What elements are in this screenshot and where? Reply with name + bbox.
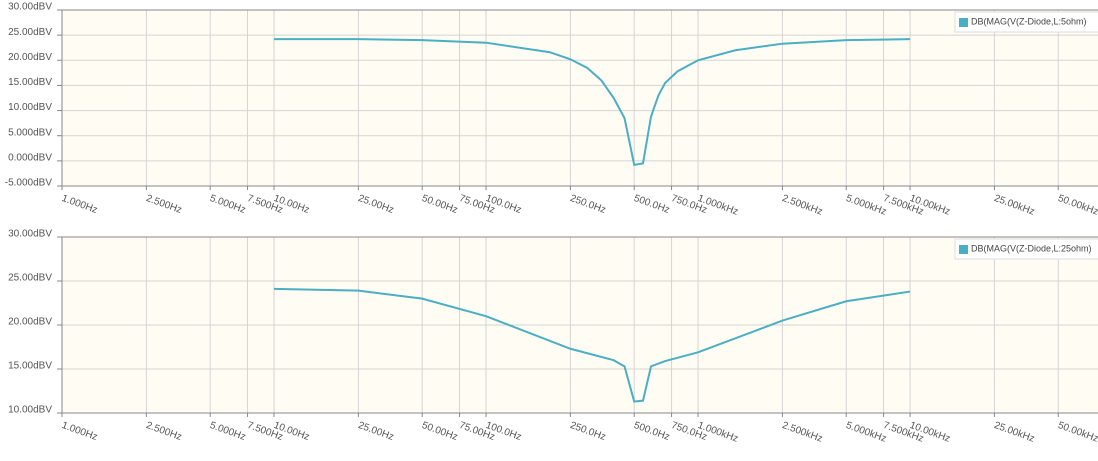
x-tick-label: 250.0Hz xyxy=(568,420,607,443)
y-tick-label: 20.00dBV xyxy=(8,317,52,328)
x-tick-label: 50.00Hz xyxy=(420,420,459,443)
panel: 30.00dBV 25.00dBV 20.00dBV 15.00dBV 10.00dBV… xyxy=(5,2,1098,218)
x-tick-label: 25.00Hz xyxy=(356,420,395,443)
y-tick-label: 30.00dBV xyxy=(8,229,52,240)
x-tick-label: 250.0Hz xyxy=(568,193,607,216)
series-line xyxy=(274,38,911,167)
y-tick-label: -5.000dBV xyxy=(5,178,53,189)
legend-text: DB(MAG(V(Z-Diode,L:25ohm) xyxy=(971,243,1092,253)
x-tick-label: 500.0Hz xyxy=(632,420,671,443)
x-tick-label: 1.000Hz xyxy=(60,420,99,443)
x-tick-label: 2.500Hz xyxy=(144,420,183,443)
x-tick-label: 2.500kHz xyxy=(780,420,823,445)
x-tick-label: 2.500Hz xyxy=(144,193,183,216)
y-tick-label: 10.00dBV xyxy=(8,102,52,113)
plot-area xyxy=(62,10,1098,186)
x-tick-label: 5.000kHz xyxy=(844,193,887,218)
x-tick-label: 5.000kHz xyxy=(844,420,887,445)
x-tick-label: 5.000Hz xyxy=(208,193,247,216)
legend-box xyxy=(954,238,1098,260)
legend-text: DB(MAG(V(Z-Diode,L:5ohm) xyxy=(971,16,1087,26)
legend-swatch xyxy=(959,245,968,254)
y-tick-label: 10.00dBV xyxy=(8,405,52,416)
x-tick-label: 25.00Hz xyxy=(356,193,395,216)
legend-box xyxy=(954,11,1098,33)
x-tick-label: 2.500kHz xyxy=(780,193,823,218)
y-tick-label: 30.00dBV xyxy=(8,2,52,13)
x-tick-label: 500.0Hz xyxy=(632,193,671,216)
x-tick-label: 25.00kHz xyxy=(992,420,1035,445)
x-tick-label: 1.000Hz xyxy=(60,193,99,216)
y-tick-label: 15.00dBV xyxy=(8,361,52,372)
y-tick-label: 5.000dBV xyxy=(8,127,52,138)
y-tick-label: 25.00dBV xyxy=(8,27,52,38)
legend-swatch xyxy=(959,18,968,27)
x-tick-label: 25.00kHz xyxy=(992,193,1035,218)
panel: 30.00dBV 25.00dBV 20.00dBV 15.00dBV 10.00dBV… xyxy=(8,229,1098,445)
x-tick-label: 50.00kHz xyxy=(1056,193,1098,218)
series-line xyxy=(273,287,911,403)
y-tick-label: 15.00dBV xyxy=(8,77,52,88)
x-tick-label: 5.000Hz xyxy=(208,420,247,443)
x-tick-label: 50.00Hz xyxy=(420,193,459,216)
y-tick-label: 0.000dBV xyxy=(8,152,52,163)
y-tick-label: 25.00dBV xyxy=(8,273,52,284)
x-tick-label: 50.00kHz xyxy=(1056,420,1098,445)
y-tick-label: 20.00dBV xyxy=(8,52,52,63)
